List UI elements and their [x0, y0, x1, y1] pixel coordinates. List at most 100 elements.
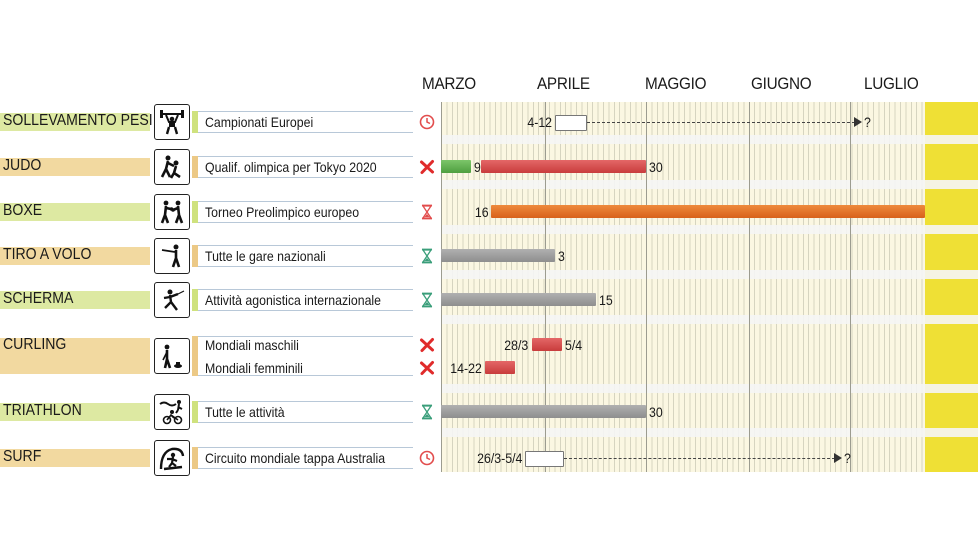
- sport-label: SCHERMA: [3, 290, 74, 307]
- bar-end-label: 3: [558, 248, 565, 264]
- judo-icon: [160, 155, 181, 179]
- event-label: Tutte le gare nazionali: [205, 248, 326, 264]
- bar-end-label: 15: [598, 292, 613, 308]
- status-hourglass-red-icon: [418, 203, 436, 221]
- month-label: APRILE: [537, 74, 590, 93]
- gantt-bar: [524, 451, 564, 467]
- sport-label: BOXE: [3, 202, 43, 219]
- gantt-bar: [531, 338, 562, 351]
- event-color-bar: [192, 401, 198, 423]
- postponement-question-mark: ?: [863, 114, 871, 130]
- month-label: MAGGIO: [645, 74, 707, 93]
- triathlon-icon: [159, 400, 183, 425]
- event-cell: [198, 201, 413, 223]
- sport-label-background: [0, 203, 150, 221]
- event-label: Circuito mondiale tappa Australia: [205, 450, 386, 466]
- event-cell: [198, 336, 413, 376]
- event-label: Campionati Europei: [205, 114, 314, 130]
- month-label: LUGLIO: [864, 74, 919, 93]
- event-color-bar: [192, 111, 198, 133]
- gantt-bar: [484, 361, 515, 374]
- postponement-arrow: [587, 117, 862, 127]
- gantt-bar: [441, 405, 646, 418]
- month-gridline: [545, 102, 546, 472]
- sport-icon-box: [154, 394, 190, 430]
- sport-label: TRIATHLON: [3, 402, 82, 419]
- shooting-icon: [161, 244, 181, 268]
- row-separator: [441, 270, 978, 279]
- row-separator: [441, 180, 978, 189]
- bar-end-label: 30: [649, 159, 663, 175]
- sport-label: CURLING: [3, 336, 67, 353]
- sport-label-background: [0, 158, 150, 176]
- gantt-bar: [481, 160, 646, 173]
- bar-start-label: 14-22: [450, 360, 482, 376]
- status-hourglass-green-icon: [418, 403, 436, 421]
- gantt-bar: [441, 249, 556, 262]
- status-hourglass-green-icon: [418, 291, 436, 309]
- sport-icon-box: [154, 338, 190, 374]
- sport-icon-box: [154, 149, 190, 185]
- postponement-question-mark: ?: [843, 450, 851, 466]
- sport-icon-box: [154, 238, 190, 274]
- event-color-bar: [192, 245, 198, 267]
- event-cell: [198, 111, 413, 133]
- sport-label: SOLLEVAMENTO PESI: [3, 112, 153, 129]
- event-label: Qualif. olimpica per Tokyo 2020: [205, 159, 377, 175]
- row-separator: [441, 384, 978, 393]
- month-gridline: [441, 102, 442, 472]
- sport-label-background: [0, 403, 150, 421]
- bar-start-label: 28/3: [504, 337, 529, 353]
- sport-icon-box: [154, 282, 190, 318]
- status-cross-icon: [418, 336, 436, 354]
- sport-label: SURF: [3, 448, 42, 465]
- event-label: Tutte le attività: [205, 404, 285, 420]
- event-color-bar: [192, 447, 198, 469]
- bar-end-label: 5/4: [564, 337, 582, 353]
- sport-icon-box: [154, 194, 190, 230]
- sport-label: JUDO: [3, 157, 42, 174]
- month-gridline: [850, 102, 851, 472]
- row-separator: [441, 428, 978, 437]
- status-cross-icon: [418, 158, 436, 176]
- month-label: GIUGNO: [751, 74, 812, 93]
- fencing-icon: [163, 289, 185, 311]
- event-color-bar: [192, 156, 198, 178]
- bar-start-label: 26/3-5/4: [476, 450, 522, 466]
- gantt-bar: [441, 293, 596, 306]
- event-label: Mondiali maschili: [205, 337, 299, 353]
- boxing-icon: [160, 200, 184, 224]
- event-color-bar: [192, 336, 198, 376]
- event-cell: [198, 245, 413, 267]
- surfing-icon: [159, 447, 185, 471]
- row-separator: [441, 225, 978, 234]
- bar-start-label: 4-12: [527, 114, 553, 130]
- sport-label-background: [0, 247, 150, 265]
- sport-label: TIRO A VOLO: [3, 246, 92, 263]
- sport-icon-box: [154, 104, 190, 140]
- sport-icon-box: [154, 440, 190, 476]
- month-gridline: [749, 102, 750, 472]
- month-label: MARZO: [422, 74, 476, 93]
- status-cross-icon: [418, 359, 436, 377]
- event-cell: [198, 447, 413, 469]
- postponement-arrow: [563, 453, 842, 463]
- event-cell: [198, 401, 413, 423]
- row-separator: [441, 315, 978, 324]
- gantt-bar: [555, 115, 588, 131]
- event-color-bar: [192, 201, 198, 223]
- status-hourglass-green-icon: [418, 247, 436, 265]
- event-color-bar: [192, 289, 198, 311]
- curling-icon: [162, 344, 182, 369]
- status-clock-icon: [418, 113, 436, 131]
- event-cell: [198, 289, 413, 311]
- event-label: Attività agonistica internazionale: [205, 292, 382, 308]
- timeline-yellow-band: [925, 102, 978, 472]
- sport-label-background: [0, 291, 150, 309]
- row-separator: [441, 135, 978, 144]
- bar-end-label: 9: [474, 159, 482, 175]
- sport-label-background: [0, 338, 150, 374]
- month-gridline: [646, 102, 647, 472]
- gantt-bar: [441, 160, 472, 173]
